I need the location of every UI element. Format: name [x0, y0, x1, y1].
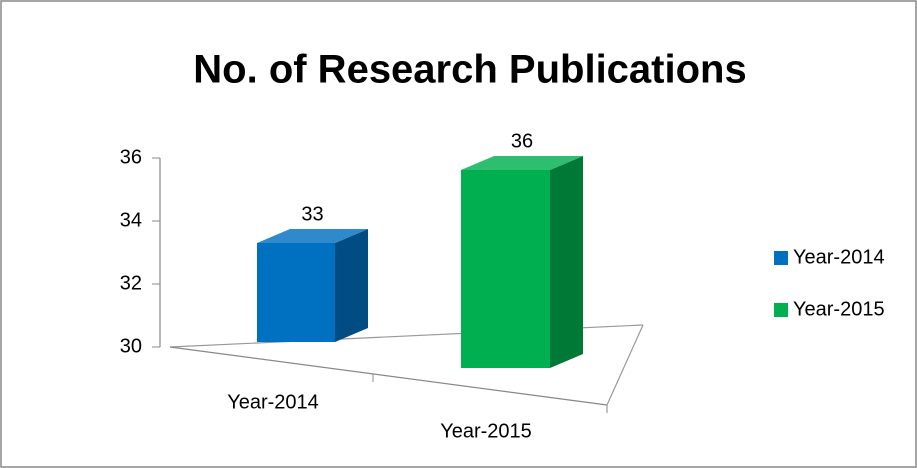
data-label: 36 — [511, 130, 533, 152]
floor-side-edge — [606, 324, 644, 406]
x-tick-label: Year-2015 — [440, 420, 532, 442]
y-tick-label: 34 — [120, 209, 142, 231]
bar-front — [257, 243, 335, 342]
legend-swatch — [774, 251, 788, 265]
legend-label: Year-2015 — [793, 298, 885, 320]
x-axis — [169, 346, 608, 406]
y-tick-label: 30 — [120, 335, 142, 357]
y-tick-label: 36 — [120, 146, 142, 168]
bar-side — [550, 156, 583, 368]
bar — [461, 156, 583, 368]
y-tick-label: 32 — [120, 272, 142, 294]
legend-swatch — [774, 303, 788, 317]
bar-top — [461, 156, 583, 170]
bar-top — [257, 229, 368, 243]
chart-title: No. of Research Publications — [193, 48, 746, 92]
bar — [257, 229, 368, 342]
bar-side — [335, 229, 368, 342]
data-label: 33 — [301, 203, 323, 225]
legend-label: Year-2014 — [793, 246, 885, 268]
x-tick-label: Year-2014 — [227, 391, 319, 413]
bar-front — [461, 170, 550, 368]
